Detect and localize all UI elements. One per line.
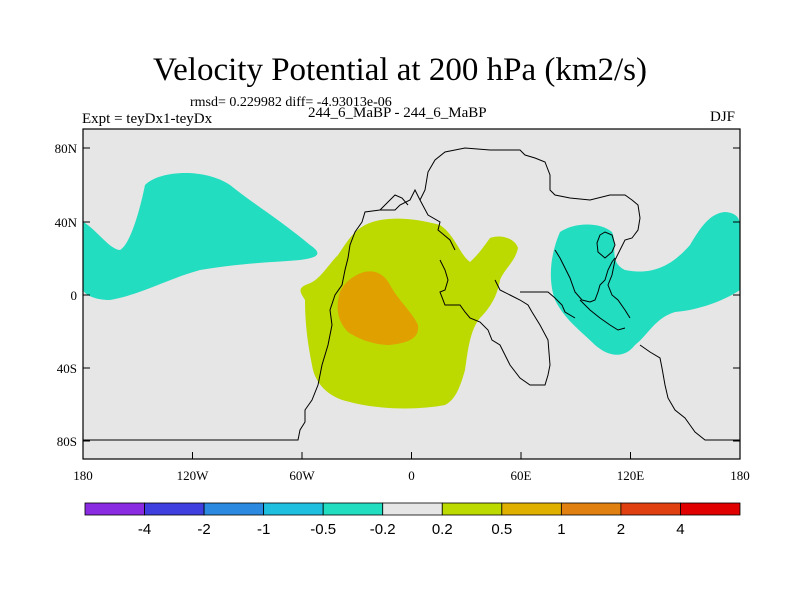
lon-label-60e: 60E [511, 468, 532, 483]
lat-label-80n: 80N [55, 141, 78, 156]
coastline-australia [639, 344, 740, 441]
coastline-africa [439, 259, 551, 386]
color-bar-label-8: 2 [617, 521, 625, 538]
coastline-indochina [579, 299, 626, 331]
color-bar-box-4 [322, 502, 384, 516]
lon-label-180e: 180 [730, 468, 750, 483]
coastline-greenland [379, 194, 409, 211]
lat-label-80s: 80S [57, 434, 77, 449]
coastline-india [554, 249, 616, 303]
lat-label-40s: 40S [57, 361, 77, 376]
lon-label-180w: 180 [73, 468, 93, 483]
negative-anomaly-north-pacific [83, 172, 318, 300]
color-bar-box-0 [84, 502, 145, 516]
coastline-arabia [520, 291, 576, 319]
color-bar-label-7: 1 [557, 521, 565, 538]
latitude-axis [83, 147, 740, 442]
lon-label-120w: 120W [177, 468, 210, 483]
color-bar-box-7 [501, 502, 562, 516]
lat-label-equator: 0 [71, 288, 78, 303]
color-bar-box-1 [144, 502, 205, 516]
longitude-axis [82, 452, 741, 459]
map-title: Velocity Potential at 200 hPa (km2/s) [152, 52, 648, 88]
stats-label: rmsd= 0.229982 diff= -4.93013e-06 [190, 95, 392, 110]
strong-positive-anomaly-core [337, 271, 419, 345]
color-bar-label-4: -0.2 [370, 521, 396, 538]
color-bar-label-5: 0.2 [432, 521, 453, 538]
color-bar-label-0: -4 [138, 521, 151, 538]
negative-anomaly-west-pacific [550, 212, 740, 355]
coastline-americas [83, 188, 456, 441]
lon-label-0: 0 [408, 468, 415, 483]
experiment-label: Expt = teyDx1-teyDx [82, 111, 213, 127]
lon-label-60w: 60W [289, 468, 315, 483]
color-bar [84, 502, 741, 516]
color-bar-label-1: -2 [197, 521, 210, 538]
lon-label-120e: 120E [617, 468, 645, 483]
color-bar-box-8 [560, 502, 622, 516]
color-bar-label-3: -0.5 [310, 521, 336, 538]
color-bar-label-2: -1 [257, 521, 270, 538]
coastline-eurasia [419, 147, 641, 319]
color-bar-box-2 [203, 502, 265, 516]
color-bar-box-3 [263, 502, 324, 516]
color-bar-box-10 [680, 502, 741, 516]
color-bar-label-6: 0.5 [491, 521, 512, 538]
season-label: DJF [710, 109, 736, 125]
color-bar-box-6 [441, 502, 503, 516]
coastlines [83, 147, 740, 441]
case-label: 244_6_MaBP - 244_6_MaBP [308, 105, 487, 121]
coastline-se-asia-islands [596, 231, 616, 259]
color-bar-box-9 [620, 502, 681, 516]
contour-fields [83, 147, 740, 441]
color-bar-labels: -4 -2 -1 -0.5 -0.2 0.2 0.5 1 2 4 [138, 521, 685, 538]
lat-label-40n: 40N [55, 215, 78, 230]
color-bar-label-9: 4 [676, 521, 684, 538]
color-bar-box-5 [382, 502, 443, 516]
